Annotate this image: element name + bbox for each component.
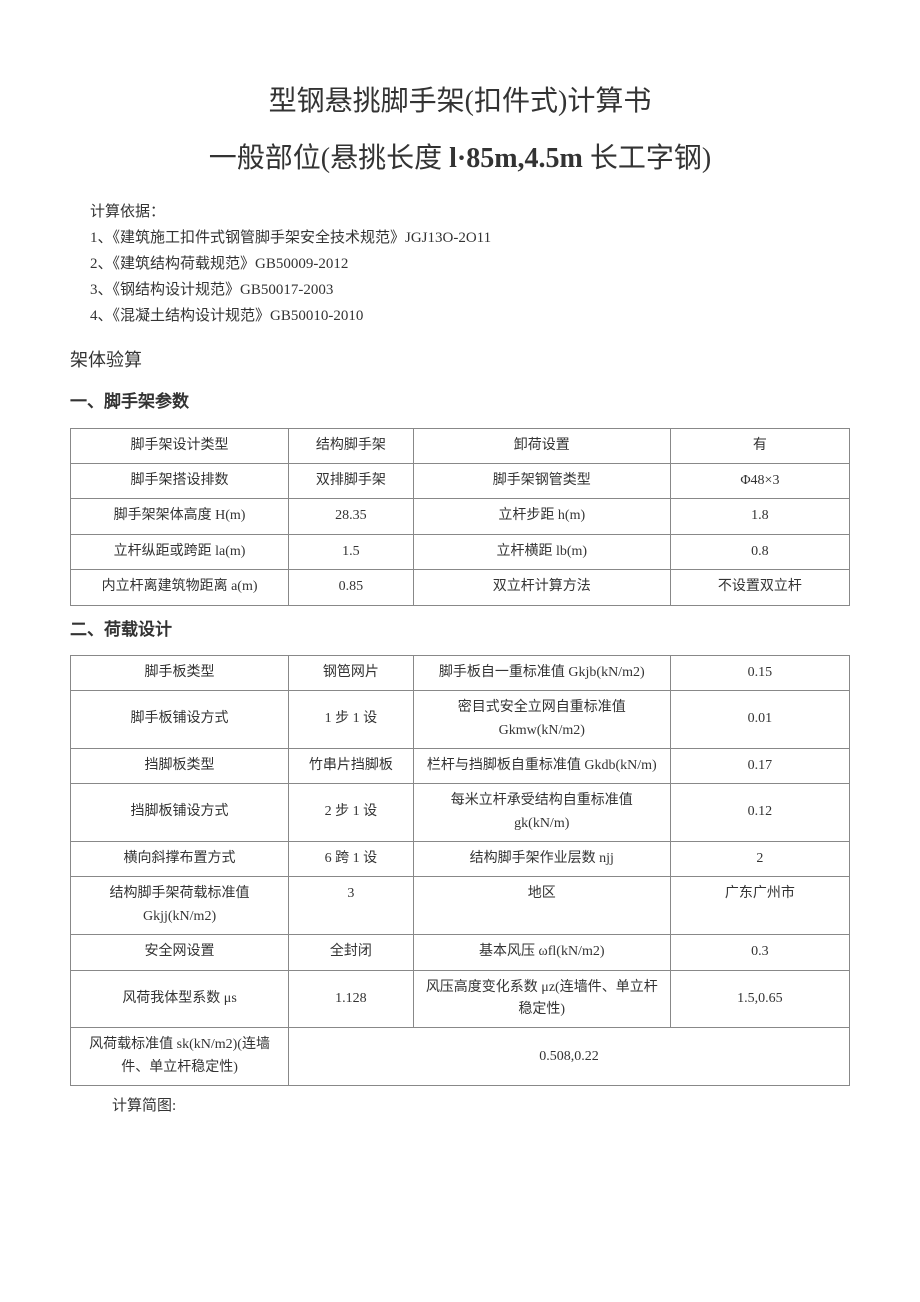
cell-label: 结构脚手架荷载标准值 Gkjj(kN/m2)	[71, 877, 289, 935]
cell-value: 0.3	[670, 935, 849, 970]
cell-value: 6 跨 1 设	[289, 842, 414, 877]
section1-heading: 一、脚手架参数	[70, 388, 850, 415]
cell-value: 广东广州市	[670, 877, 849, 935]
table-row: 立杆纵距或跨距 la(m) 1.5 立杆横距 lb(m) 0.8	[71, 534, 850, 569]
basis-item: 2、《建筑结构荷载规范》GB50009-2012	[90, 252, 850, 276]
table-row: 挡脚板类型 竹串片挡脚板 栏杆与挡脚板自重标准值 Gkdb(kN/m) 0.17	[71, 748, 850, 783]
cell-label: 脚手板类型	[71, 655, 289, 690]
cell-value: Φ48×3	[670, 463, 849, 498]
cell-label: 风荷我体型系数 μs	[71, 970, 289, 1028]
title2-suffix: 长工字钢)	[583, 143, 711, 174]
cell-label: 安全网设置	[71, 935, 289, 970]
cell-value: 双排脚手架	[289, 463, 414, 498]
doc-title-2: 一般部位(悬挑长度 l·85m,4.5m 长工字钢)	[70, 137, 850, 182]
cell-label: 脚手架设计类型	[71, 428, 289, 463]
cell-label: 脚手架搭设排数	[71, 463, 289, 498]
load-table: 脚手板类型 钢笆网片 脚手板自一重标准值 Gkjb(kN/m2) 0.15 脚手…	[70, 655, 850, 1086]
cell-value: 有	[670, 428, 849, 463]
cell-label: 风压高度变化系数 μz(连墙件、单立杆稳定性)	[413, 970, 670, 1028]
cell-label: 栏杆与挡脚板自重标准值 Gkdb(kN/m)	[413, 748, 670, 783]
table-row: 脚手板类型 钢笆网片 脚手板自一重标准值 Gkjb(kN/m2) 0.15	[71, 655, 850, 690]
cell-label: 风荷载标准值 sk(kN/m2)(连墙件、单立杆稳定性)	[71, 1028, 289, 1086]
table-row: 脚手架搭设排数 双排脚手架 脚手架钢管类型 Φ48×3	[71, 463, 850, 498]
basis-label: 计算依据：	[90, 200, 850, 224]
cell-label: 结构脚手架作业层数 njj	[413, 842, 670, 877]
title2-bold: l·85m,4.5m	[449, 143, 583, 174]
cell-label: 挡脚板铺设方式	[71, 784, 289, 842]
cell-label: 地区	[413, 877, 670, 935]
table-row: 挡脚板铺设方式 2 步 1 设 每米立杆承受结构自重标准值 gk(kN/m) 0…	[71, 784, 850, 842]
cell-label: 每米立杆承受结构自重标准值 gk(kN/m)	[413, 784, 670, 842]
cell-value: 钢笆网片	[289, 655, 414, 690]
basis-item: 1、《建筑施工扣件式钢管脚手架安全技术规范》JGJ13O-2O11	[90, 226, 850, 250]
cell-value: 0.85	[289, 570, 414, 605]
cell-value: 结构脚手架	[289, 428, 414, 463]
cell-label: 脚手架架体高度 H(m)	[71, 499, 289, 534]
cell-label: 横向斜撑布置方式	[71, 842, 289, 877]
cell-value: 1 步 1 设	[289, 691, 414, 749]
cell-value: 1.5	[289, 534, 414, 569]
cell-value: 2	[670, 842, 849, 877]
basis-item: 3、《钢结构设计规范》GB50017-2003	[90, 278, 850, 302]
table-row: 结构脚手架荷载标准值 Gkjj(kN/m2) 3 地区 广东广州市	[71, 877, 850, 935]
cell-label: 脚手板铺设方式	[71, 691, 289, 749]
cell-value: 0.01	[670, 691, 849, 749]
cell-label: 脚手板自一重标准值 Gkjb(kN/m2)	[413, 655, 670, 690]
basis-item: 4、《混凝土结构设计规范》GB50010-2010	[90, 304, 850, 328]
cell-value: 2 步 1 设	[289, 784, 414, 842]
table-row: 安全网设置 全封闭 基本风压 ωfl(kN/m2) 0.3	[71, 935, 850, 970]
table-row: 内立杆离建筑物距离 a(m) 0.85 双立杆计算方法 不设置双立杆	[71, 570, 850, 605]
cell-value: 全封闭	[289, 935, 414, 970]
cell-value: 1.5,0.65	[670, 970, 849, 1028]
cell-value: 0.17	[670, 748, 849, 783]
cell-value: 0.508,0.22	[289, 1028, 850, 1086]
cell-label: 立杆纵距或跨距 la(m)	[71, 534, 289, 569]
cell-value: 28.35	[289, 499, 414, 534]
cell-label: 立杆步距 h(m)	[413, 499, 670, 534]
cell-label: 立杆横距 lb(m)	[413, 534, 670, 569]
title2-prefix: 一般部位(悬挑长度	[209, 143, 449, 174]
table-row: 风荷载标准值 sk(kN/m2)(连墙件、单立杆稳定性) 0.508,0.22	[71, 1028, 850, 1086]
cell-label: 脚手架钢管类型	[413, 463, 670, 498]
cell-label: 内立杆离建筑物距离 a(m)	[71, 570, 289, 605]
table-row: 横向斜撑布置方式 6 跨 1 设 结构脚手架作业层数 njj 2	[71, 842, 850, 877]
cell-value: 0.12	[670, 784, 849, 842]
footer-note: 计算简图:	[112, 1094, 850, 1118]
section-frame-check: 架体验算	[70, 346, 850, 375]
cell-label: 卸荷设置	[413, 428, 670, 463]
table-row: 脚手板铺设方式 1 步 1 设 密目式安全立网自重标准值 Gkmw(kN/m2)…	[71, 691, 850, 749]
cell-label: 密目式安全立网自重标准值 Gkmw(kN/m2)	[413, 691, 670, 749]
table-row: 脚手架设计类型 结构脚手架 卸荷设置 有	[71, 428, 850, 463]
doc-title-1: 型钢悬挑脚手架(扣件式)计算书	[70, 80, 850, 125]
cell-value: 0.15	[670, 655, 849, 690]
cell-label: 双立杆计算方法	[413, 570, 670, 605]
cell-value: 1.8	[670, 499, 849, 534]
params-table: 脚手架设计类型 结构脚手架 卸荷设置 有 脚手架搭设排数 双排脚手架 脚手架钢管…	[70, 428, 850, 606]
section2-heading: 二、荷载设计	[70, 616, 850, 643]
cell-value: 0.8	[670, 534, 849, 569]
cell-value: 竹串片挡脚板	[289, 748, 414, 783]
cell-value: 1.128	[289, 970, 414, 1028]
cell-label: 挡脚板类型	[71, 748, 289, 783]
table-row: 脚手架架体高度 H(m) 28.35 立杆步距 h(m) 1.8	[71, 499, 850, 534]
cell-value: 3	[289, 877, 414, 935]
cell-label: 基本风压 ωfl(kN/m2)	[413, 935, 670, 970]
cell-value: 不设置双立杆	[670, 570, 849, 605]
table-row: 风荷我体型系数 μs 1.128 风压高度变化系数 μz(连墙件、单立杆稳定性)…	[71, 970, 850, 1028]
